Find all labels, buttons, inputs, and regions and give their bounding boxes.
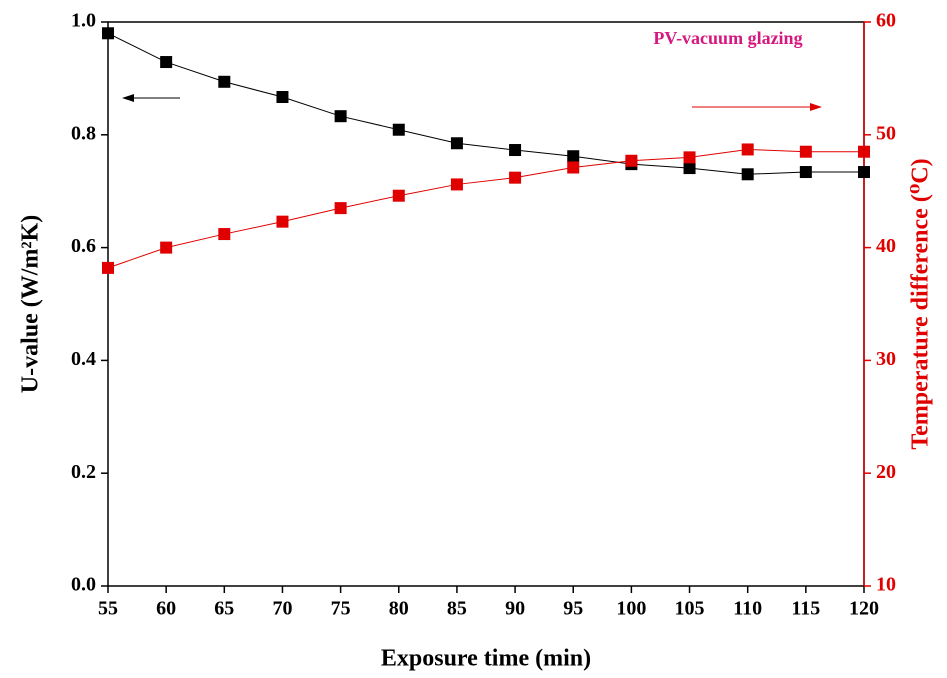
data-point (334, 202, 347, 215)
data-point (102, 261, 114, 274)
data-point (334, 110, 347, 123)
x-tick-label: 95 (563, 598, 583, 620)
data-point (276, 91, 289, 104)
y-tick-label: 0.0 (71, 574, 96, 596)
series-line (107, 148, 864, 269)
data-point (858, 166, 870, 179)
x-tick-label: 100 (616, 598, 646, 620)
data-point (509, 144, 522, 157)
data-point (567, 161, 580, 174)
data-point (450, 178, 463, 191)
data-point (392, 189, 405, 202)
y-tick-label: 1.0 (71, 10, 96, 32)
left-arrow (122, 94, 180, 102)
y-axis-label: U-value (W/m²K) (18, 215, 44, 394)
y2-tick-label: 20 (876, 461, 896, 483)
x-tick-label: 110 (733, 598, 762, 620)
y2-tick-label: 10 (876, 574, 896, 596)
data-point (567, 150, 580, 163)
y2-tick-label: 30 (876, 348, 896, 370)
x-tick-label: 55 (98, 598, 118, 620)
y-tick-label: 0.6 (71, 235, 96, 257)
y2-tick-label: 40 (876, 235, 896, 257)
y-tick-label: 0.4 (71, 348, 96, 370)
data-point (160, 56, 173, 69)
y2-axis-label: Temperature difference (⁰C) (908, 158, 934, 449)
data-point (741, 168, 754, 181)
x-tick-label: 60 (156, 598, 176, 620)
annotation: PV-vacuum glazing (653, 28, 802, 48)
data-point (160, 241, 173, 254)
x-tick-label: 90 (505, 598, 525, 620)
x-tick-label: 75 (331, 598, 351, 620)
x-tick-label: 105 (675, 598, 705, 620)
data-point (509, 171, 522, 184)
x-tick-label: 65 (214, 598, 234, 620)
data-point (102, 27, 114, 40)
data-point (218, 228, 231, 241)
x-tick-label: 115 (791, 598, 820, 620)
y-tick-label: 0.2 (71, 461, 96, 483)
y2-tick-label: 50 (876, 122, 896, 144)
data-point (741, 143, 754, 156)
data-point (218, 75, 231, 88)
x-tick-label: 85 (447, 598, 467, 620)
data-point (625, 154, 638, 167)
data-point (799, 145, 812, 158)
y-tick-label: 0.8 (71, 122, 96, 144)
data-point (683, 151, 696, 164)
x-tick-label: 70 (272, 598, 292, 620)
data-point (276, 215, 289, 228)
data-point (392, 123, 405, 136)
x-tick-label: 120 (849, 598, 879, 620)
data-point (683, 162, 696, 175)
data-point (450, 137, 463, 150)
data-point (858, 145, 870, 158)
data-point (799, 166, 812, 179)
right-arrow (692, 103, 822, 111)
x-axis-label: Exposure time (min) (381, 646, 591, 672)
y2-tick-label: 60 (876, 10, 896, 32)
x-tick-label: 80 (389, 598, 409, 620)
series-line (107, 32, 864, 175)
